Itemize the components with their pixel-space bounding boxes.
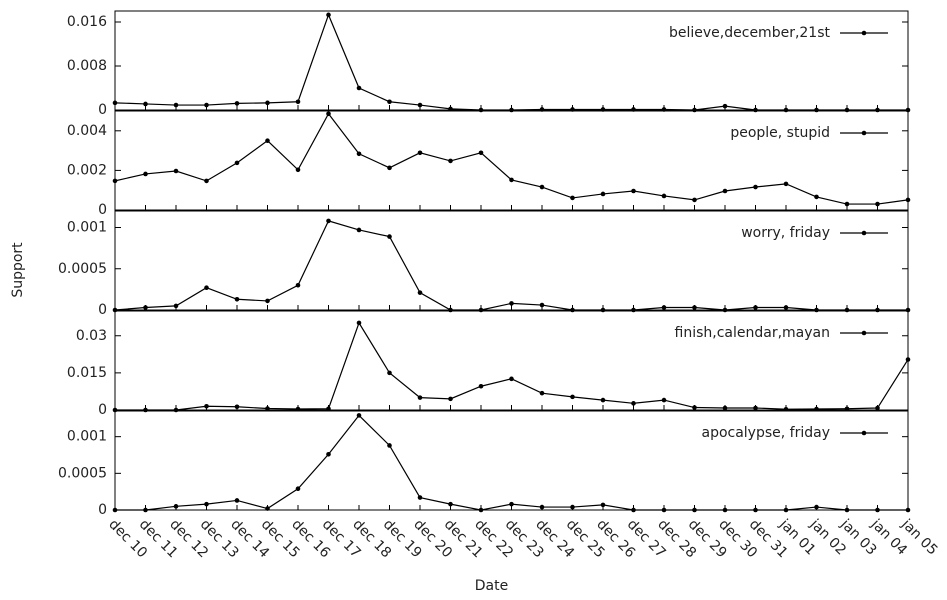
data-point <box>661 193 667 199</box>
data-point <box>844 201 850 207</box>
data-point <box>600 191 606 197</box>
legend-marker <box>861 330 867 336</box>
data-point <box>722 188 728 194</box>
data-point <box>326 111 331 117</box>
data-point <box>295 167 301 173</box>
legend-marker <box>861 30 867 36</box>
data-point <box>234 498 240 503</box>
y-tick-label: 0 <box>98 402 107 418</box>
data-point <box>417 150 423 156</box>
data-point <box>295 282 301 288</box>
data-point <box>326 12 331 18</box>
data-point <box>417 290 423 295</box>
data-point <box>448 501 453 507</box>
data-point <box>356 85 362 91</box>
data-point <box>356 227 362 233</box>
y-tick-label: 0 <box>98 502 107 518</box>
data-point <box>661 397 667 403</box>
data-point <box>295 99 301 105</box>
data-point <box>387 99 392 105</box>
data-point <box>539 184 545 190</box>
data-point <box>143 101 148 107</box>
data-point <box>143 171 148 177</box>
y-tick-label: 0.001 <box>67 429 107 445</box>
data-point <box>509 301 514 306</box>
data-point <box>570 394 575 400</box>
y-tick-label: 0 <box>98 202 107 218</box>
data-point <box>631 188 636 194</box>
legend-marker <box>861 130 867 136</box>
data-point <box>265 298 270 304</box>
legend-label: worry, friday <box>741 225 830 241</box>
data-point <box>326 218 331 224</box>
y-tick-label: 0.03 <box>76 328 107 344</box>
data-point <box>600 397 606 403</box>
legend-label: finish,calendar,mayan <box>675 325 830 341</box>
y-tick-label: 0.015 <box>67 365 107 381</box>
data-point <box>814 194 819 200</box>
data-point <box>112 100 118 106</box>
data-point <box>204 178 209 184</box>
data-point <box>509 376 514 382</box>
legend-label: believe,december,21st <box>669 25 831 41</box>
data-point <box>875 201 880 207</box>
data-point <box>417 495 423 500</box>
data-point <box>753 184 758 190</box>
data-point <box>234 296 240 302</box>
data-point <box>295 486 301 492</box>
y-tick-label: 0.008 <box>67 58 107 74</box>
data-point <box>631 401 636 406</box>
data-point <box>173 168 179 174</box>
y-axis-label: Support <box>10 242 26 298</box>
data-point <box>356 413 362 418</box>
legend-label: people, stupid <box>730 125 830 141</box>
data-point <box>356 320 362 326</box>
data-point <box>265 100 270 106</box>
data-point <box>387 370 392 376</box>
data-point <box>539 390 545 396</box>
data-point <box>387 234 392 239</box>
data-point <box>448 396 453 402</box>
data-point <box>326 451 331 457</box>
y-tick-label: 0.004 <box>67 123 107 139</box>
y-tick-label: 0 <box>98 302 107 318</box>
data-point <box>112 178 118 184</box>
legend-marker <box>861 230 867 236</box>
data-point <box>600 502 606 508</box>
data-point <box>356 151 362 157</box>
data-point <box>509 177 514 183</box>
data-point <box>783 181 789 187</box>
data-point <box>570 195 575 201</box>
data-point <box>387 443 392 448</box>
data-point <box>692 197 697 203</box>
y-tick-label: 0 <box>98 102 107 118</box>
y-tick-label: 0.001 <box>67 220 107 236</box>
y-tick-label: 0.002 <box>67 162 107 178</box>
data-point <box>234 101 240 106</box>
data-point <box>478 383 484 389</box>
y-tick-label: 0.016 <box>67 14 107 30</box>
data-point <box>417 395 423 400</box>
data-point <box>448 158 453 164</box>
data-point <box>265 138 270 143</box>
legend-label: apocalypse, friday <box>701 425 830 441</box>
data-point <box>204 501 209 507</box>
data-point <box>204 285 209 291</box>
y-tick-label: 0.0005 <box>58 261 107 277</box>
x-axis-label: Date <box>475 578 508 594</box>
data-point <box>905 357 911 362</box>
data-point <box>478 150 484 156</box>
data-point <box>234 160 240 166</box>
y-tick-label: 0.0005 <box>58 465 107 481</box>
data-point <box>387 165 392 171</box>
legend-marker <box>861 430 867 436</box>
data-point <box>509 501 514 507</box>
data-point <box>905 197 911 203</box>
